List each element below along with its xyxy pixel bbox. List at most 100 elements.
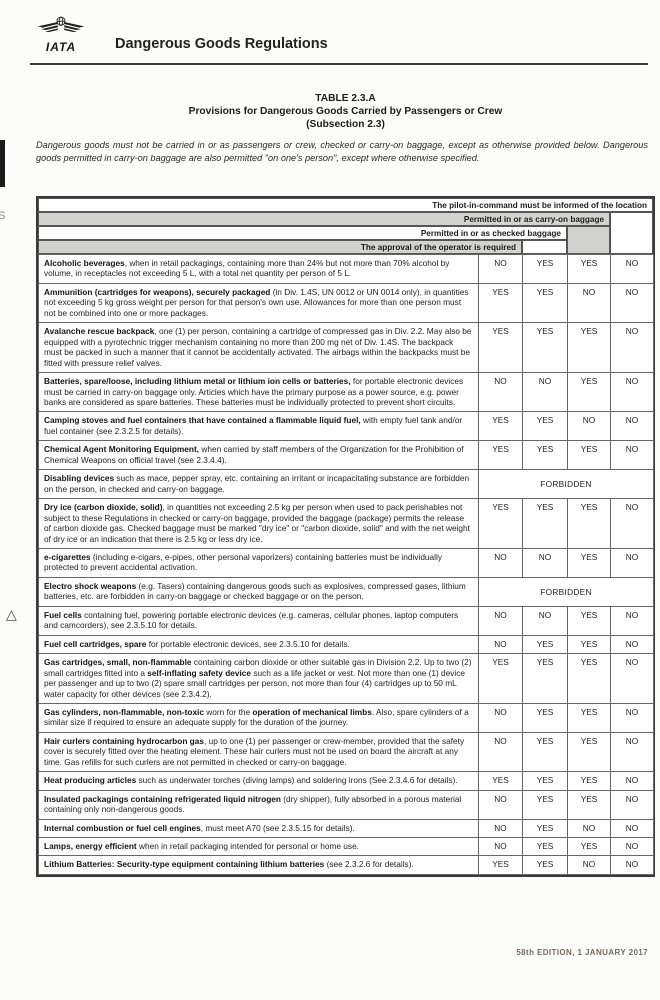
item-description: Disabling devices such as mace, pepper s… bbox=[38, 469, 479, 500]
value-cell-operator-approval: NO bbox=[478, 818, 523, 839]
value-cell-pilot-informed: NO bbox=[610, 634, 654, 655]
item-name-bold: operation of mechanical limbs bbox=[252, 706, 372, 717]
value-cell-carry-on-baggage: YES bbox=[567, 702, 611, 733]
value-cell-checked-baggage: YES bbox=[522, 731, 568, 773]
intro-paragraph: Dangerous goods must not be carried in o… bbox=[36, 140, 648, 164]
item-name-bold: Avalanche rescue backpack bbox=[44, 326, 155, 337]
table-subsection: (Subsection 2.3) bbox=[306, 119, 385, 130]
header-spacer-col-pilot bbox=[610, 212, 653, 254]
section-edge-tab bbox=[0, 140, 5, 187]
item-name-bold: Lithium Batteries: Security-type equipme… bbox=[44, 859, 327, 870]
item-description: Lamps, energy efficient when in retail p… bbox=[38, 837, 479, 857]
item-description: Batteries, spare/loose, including lithiu… bbox=[38, 372, 479, 413]
value-cell-pilot-informed: NO bbox=[610, 731, 654, 773]
value-cell-checked-baggage: YES bbox=[522, 789, 568, 820]
edition-footer: 58th EDITION, 1 JANUARY 2017 bbox=[516, 948, 648, 957]
value-cell-operator-approval: NO bbox=[478, 731, 523, 773]
value-cell-pilot-informed: NO bbox=[610, 322, 654, 374]
value-cell-checked-baggage: NO bbox=[522, 547, 568, 578]
value-cell-checked-baggage: YES bbox=[522, 322, 568, 374]
table-row: Avalanche rescue backpack, one (1) per p… bbox=[38, 322, 654, 374]
item-description: Insulated packagings containing refriger… bbox=[38, 789, 479, 820]
value-cell-checked-baggage: YES bbox=[522, 411, 568, 442]
item-name-bold: Fuel cell cartridges, spare bbox=[44, 638, 149, 649]
value-cell-pilot-informed: NO bbox=[610, 411, 654, 442]
iata-logo: IATA bbox=[35, 16, 87, 54]
value-cell-pilot-informed: NO bbox=[610, 372, 654, 413]
value-cell-carry-on-baggage: YES bbox=[567, 605, 611, 636]
value-cell-checked-baggage: YES bbox=[522, 837, 568, 857]
item-description: Avalanche rescue backpack, one (1) per p… bbox=[38, 322, 479, 374]
iata-logo-text: IATA bbox=[45, 40, 77, 54]
header-carry-on-baggage: Permitted in or as carry-on baggage bbox=[38, 212, 610, 226]
item-text: for portable electronic devices must be … bbox=[44, 376, 464, 407]
item-name-bold: Fuel cells bbox=[44, 609, 85, 620]
item-text: for portable electronic devices, see 2.3… bbox=[148, 638, 350, 649]
item-text: , in quantities not exceeding 2.5 kg per… bbox=[44, 502, 470, 544]
value-cell-carry-on-baggage: YES bbox=[567, 634, 611, 655]
item-name-bold: Chemical Agent Monitoring Equipment, bbox=[44, 444, 202, 455]
item-name-bold: Gas cartridges, small, non-flammable bbox=[44, 657, 194, 668]
item-description: e-cigarettes (including e-cigars, e-pipe… bbox=[38, 547, 479, 578]
provisions-table: The pilot-in-command must be informed of… bbox=[6, 196, 655, 877]
item-text: such as mace, pepper spray, etc. contain… bbox=[44, 473, 470, 494]
value-cell-pilot-informed: NO bbox=[610, 702, 654, 733]
item-name-bold: Hair curlers containing hydrocarbon gas bbox=[44, 735, 204, 746]
value-cell-carry-on-baggage: YES bbox=[567, 653, 611, 704]
value-cell-carry-on-baggage: YES bbox=[567, 547, 611, 578]
forbidden-cell: FORBIDDEN bbox=[478, 469, 654, 500]
item-name-bold: Alcoholic beverages bbox=[44, 258, 125, 268]
table-row: Lamps, energy efficient when in retail p… bbox=[38, 837, 654, 857]
item-text: such as a life jacket or vest. Not more … bbox=[44, 667, 466, 699]
table-row: Disabling devices such as mace, pepper s… bbox=[38, 469, 654, 500]
table-row: Ammunition (cartridges for weapons), sec… bbox=[38, 282, 654, 324]
item-name-bold: Batteries, spare/loose, including lithiu… bbox=[44, 376, 353, 387]
item-description: Camping stoves and fuel containers that … bbox=[38, 411, 479, 442]
value-cell-operator-approval: YES bbox=[478, 653, 523, 704]
item-text: , when in retail packagings, containing … bbox=[44, 258, 450, 279]
value-cell-carry-on-baggage: NO bbox=[567, 818, 611, 839]
value-cell-carry-on-baggage: YES bbox=[567, 498, 611, 549]
value-cell-checked-baggage: YES bbox=[522, 498, 568, 549]
value-cell-carry-on-baggage: YES bbox=[567, 837, 611, 857]
table-row: Chemical Agent Monitoring Equipment, whe… bbox=[38, 440, 654, 471]
value-cell-pilot-informed: NO bbox=[610, 440, 654, 471]
item-text: (dry shipper), fully absorbed in a porou… bbox=[44, 793, 462, 815]
value-cell-checked-baggage: NO bbox=[522, 605, 568, 636]
value-cell-checked-baggage: YES bbox=[522, 282, 568, 324]
item-name-bold: self-inflating safety device bbox=[147, 667, 254, 678]
value-cell-checked-baggage: YES bbox=[522, 818, 568, 839]
table-row: Electro shock weapons (e.g. Tasers) cont… bbox=[38, 576, 654, 607]
value-cell-operator-approval: NO bbox=[478, 547, 523, 578]
header-operator-approval: The approval of the operator is required bbox=[38, 240, 522, 254]
item-text: , up to one (1) per passenger or crew-me… bbox=[44, 735, 465, 767]
value-cell-operator-approval: YES bbox=[478, 855, 523, 875]
value-cell-checked-baggage: YES bbox=[522, 440, 568, 471]
value-cell-pilot-informed: NO bbox=[610, 789, 654, 820]
value-cell-pilot-informed: NO bbox=[610, 653, 654, 704]
item-description: Gas cylinders, non-flammable, non-toxic … bbox=[38, 702, 479, 733]
value-cell-pilot-informed: NO bbox=[610, 605, 654, 636]
table-row: Camping stoves and fuel containers that … bbox=[38, 411, 654, 442]
table-row: Batteries, spare/loose, including lithiu… bbox=[38, 372, 654, 413]
item-text: when carried by staff members of the Org… bbox=[44, 444, 464, 465]
value-cell-pilot-informed: NO bbox=[610, 547, 654, 578]
value-cell-carry-on-baggage: YES bbox=[567, 254, 611, 284]
value-cell-checked-baggage: YES bbox=[522, 771, 568, 791]
header-spacer-col-carryon bbox=[567, 226, 610, 254]
value-cell-checked-baggage: YES bbox=[522, 855, 568, 875]
value-cell-checked-baggage: YES bbox=[522, 702, 568, 733]
value-cell-checked-baggage: NO bbox=[522, 372, 568, 413]
item-text: , one (1) per person, containing a cartr… bbox=[44, 326, 472, 368]
item-name-bold: Insulated packagings containing refriger… bbox=[44, 793, 284, 804]
value-cell-carry-on-baggage: YES bbox=[567, 731, 611, 773]
item-text: (see 2.3.2.6 for details). bbox=[326, 859, 414, 870]
value-cell-pilot-informed: NO bbox=[610, 837, 654, 857]
value-cell-carry-on-baggage: YES bbox=[567, 771, 611, 791]
value-cell-operator-approval: NO bbox=[478, 837, 523, 857]
item-description: Dry ice (carbon dioxide, solid), in quan… bbox=[38, 498, 479, 549]
item-description: Alcoholic beverages, when in retail pack… bbox=[38, 254, 479, 284]
table-row: e-cigarettes (including e-cigars, e-pipe… bbox=[38, 547, 654, 578]
table-row: Gas cylinders, non-flammable, non-toxic … bbox=[38, 702, 654, 733]
header-pilot-informed: The pilot-in-command must be informed of… bbox=[38, 198, 653, 212]
